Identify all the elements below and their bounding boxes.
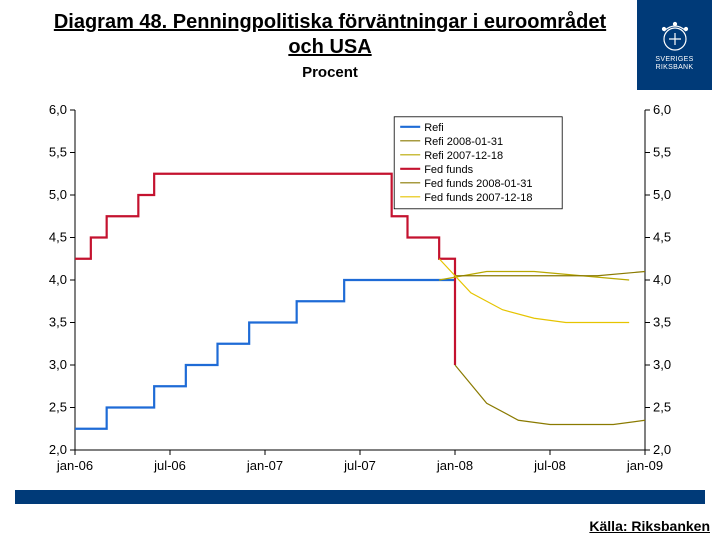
ytick-label-right: 6,0 bbox=[653, 105, 671, 117]
ytick-label-left: 2,5 bbox=[49, 400, 67, 415]
legend-label: Refi bbox=[424, 122, 444, 134]
ytick-label-right: 2,0 bbox=[653, 442, 671, 457]
legend-label: Refi 2008-01-31 bbox=[424, 136, 503, 148]
ytick-label-left: 2,0 bbox=[49, 442, 67, 457]
legend-label: Fed funds 2008-01-31 bbox=[424, 178, 532, 190]
legend-label: Refi 2007-12-18 bbox=[424, 150, 503, 162]
ytick-label-left: 5,0 bbox=[49, 187, 67, 202]
ytick-label-left: 6,0 bbox=[49, 105, 67, 117]
ytick-label-left: 4,5 bbox=[49, 230, 67, 245]
logo-line2: RIKSBANK bbox=[656, 64, 694, 71]
xtick-label: jan-09 bbox=[626, 458, 663, 473]
chart-svg: 2,0 2,0 2,5 2,5 3,0 3,0 3,5 3,5 4,0 4,0 4,5 4,5 5,0 5… bbox=[30, 105, 690, 480]
ytick-label-right: 5,5 bbox=[653, 145, 671, 160]
footer-bar bbox=[15, 490, 705, 504]
series-fed_funds_2007_12_18 bbox=[439, 259, 629, 323]
page-subtitle: Procent bbox=[40, 64, 620, 81]
ytick-label-left: 3,0 bbox=[49, 357, 67, 372]
source-label: Källa: Riksbanken bbox=[589, 518, 710, 534]
ytick-label-left: 4,0 bbox=[49, 272, 67, 287]
logo-text: SVERIGES RIKSBANK bbox=[655, 56, 693, 71]
ytick-label-left: 3,5 bbox=[49, 315, 67, 330]
series-refi bbox=[75, 280, 455, 429]
riksbank-logo: SVERIGES RIKSBANK bbox=[637, 0, 712, 90]
chart-area: 2,0 2,0 2,5 2,5 3,0 3,0 3,5 3,5 4,0 4,0 4,5 4,5 5,0 5… bbox=[30, 105, 690, 480]
ytick-label-right: 5,0 bbox=[653, 187, 671, 202]
xtick-label: jul-08 bbox=[533, 458, 566, 473]
xtick-label: jan-06 bbox=[56, 458, 93, 473]
crown-icon bbox=[656, 19, 694, 53]
ytick-label-right: 3,0 bbox=[653, 357, 671, 372]
legend-label: Fed funds bbox=[424, 164, 473, 176]
series-fed_funds_2008_01_31 bbox=[455, 365, 645, 425]
ytick-label-right: 4,5 bbox=[653, 230, 671, 245]
page-title: Diagram 48. Penningpolitiska förväntning… bbox=[40, 10, 620, 60]
ytick-label-right: 4,0 bbox=[653, 272, 671, 287]
ytick-label-right: 2,5 bbox=[653, 400, 671, 415]
header: Diagram 48. Penningpolitiska förväntning… bbox=[0, 0, 720, 90]
xtick-label: jan-07 bbox=[246, 458, 283, 473]
xtick-label: jul-07 bbox=[343, 458, 376, 473]
xtick-label: jan-08 bbox=[436, 458, 473, 473]
title-block: Diagram 48. Penningpolitiska förväntning… bbox=[40, 10, 620, 81]
ytick-label-left: 5,5 bbox=[49, 145, 67, 160]
legend-label: Fed funds 2007-12-18 bbox=[424, 192, 532, 204]
xtick-label: jul-06 bbox=[153, 458, 186, 473]
ytick-label-right: 3,5 bbox=[653, 315, 671, 330]
logo-line1: SVERIGES bbox=[655, 56, 693, 63]
